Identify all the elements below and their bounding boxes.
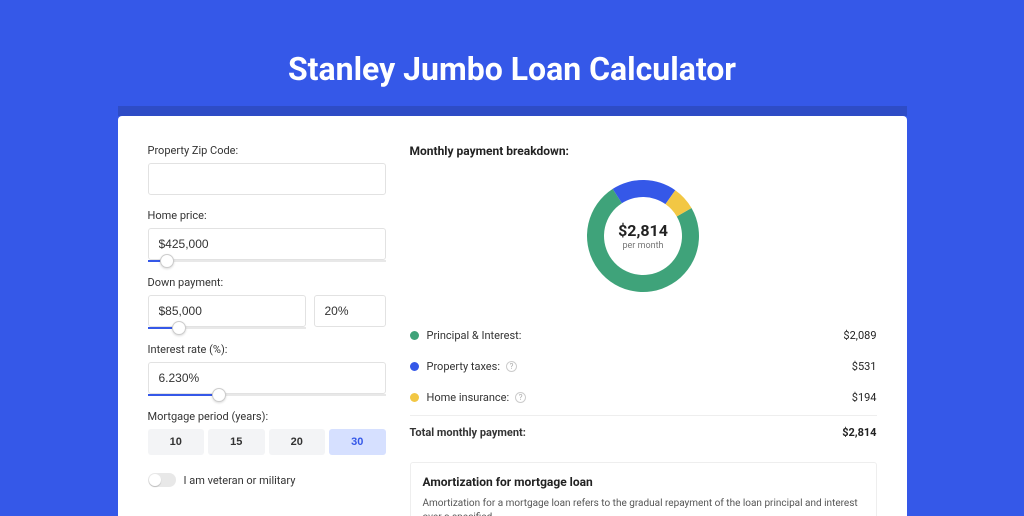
donut-sub: per month xyxy=(622,241,663,251)
period-button-20[interactable]: 20 xyxy=(269,429,326,455)
breakdown-panel: Monthly payment breakdown: $2,814 per mo… xyxy=(410,144,877,516)
rate-input[interactable] xyxy=(148,362,386,394)
slider-thumb[interactable] xyxy=(172,321,186,335)
form-panel: Property Zip Code: Home price: Down paym… xyxy=(148,144,386,516)
breakdown-value: $194 xyxy=(852,391,877,404)
down-payment-input[interactable] xyxy=(148,295,306,327)
page-title: Stanley Jumbo Loan Calculator xyxy=(0,50,1024,88)
donut-wrap: $2,814 per month xyxy=(410,168,877,310)
legend-dot xyxy=(410,393,419,402)
amortization-title: Amortization for mortgage loan xyxy=(423,475,864,489)
down-payment-slider[interactable] xyxy=(148,327,306,329)
donut-amount: $2,814 xyxy=(618,221,668,240)
field-home-price: Home price: xyxy=(148,209,386,262)
down-payment-label: Down payment: xyxy=(148,276,386,289)
period-button-10[interactable]: 10 xyxy=(148,429,205,455)
veteran-label: I am veteran or military xyxy=(184,474,296,487)
breakdown-row: Home insurance:? $194 xyxy=(410,382,877,413)
home-price-slider[interactable] xyxy=(148,260,386,262)
amortization-body: Amortization for a mortgage loan refers … xyxy=(423,497,864,516)
zip-input[interactable] xyxy=(148,163,386,195)
calculator-card: Property Zip Code: Home price: Down paym… xyxy=(118,116,907,516)
down-payment-pct-input[interactable] xyxy=(314,295,386,327)
total-value: $2,814 xyxy=(842,426,876,439)
legend-dot xyxy=(410,362,419,371)
zip-label: Property Zip Code: xyxy=(148,144,386,157)
breakdown-value: $531 xyxy=(852,360,877,373)
slider-thumb[interactable] xyxy=(212,388,226,402)
info-icon[interactable]: ? xyxy=(515,392,526,403)
breakdown-label: Property taxes: xyxy=(427,360,500,373)
field-zip: Property Zip Code: xyxy=(148,144,386,195)
total-label: Total monthly payment: xyxy=(410,426,526,439)
period-button-15[interactable]: 15 xyxy=(208,429,265,455)
period-button-30[interactable]: 30 xyxy=(329,429,386,455)
breakdown-row: Property taxes:? $531 xyxy=(410,351,877,382)
veteran-row: I am veteran or military xyxy=(148,473,386,487)
home-price-label: Home price: xyxy=(148,209,386,222)
breakdown-label: Home insurance: xyxy=(427,391,510,404)
breakdown-row: Principal & Interest: $2,089 xyxy=(410,320,877,351)
info-icon[interactable]: ? xyxy=(506,361,517,372)
veteran-toggle[interactable] xyxy=(148,473,176,487)
breakdown-total-row: Total monthly payment: $2,814 xyxy=(410,415,877,448)
breakdown-value: $2,089 xyxy=(843,329,876,342)
page-root: Stanley Jumbo Loan Calculator Property Z… xyxy=(0,0,1024,512)
title-underline xyxy=(118,106,907,116)
period-label: Mortgage period (years): xyxy=(148,410,386,423)
field-period: Mortgage period (years): 10152030 xyxy=(148,410,386,455)
breakdown-list: Principal & Interest: $2,089 Property taxe… xyxy=(410,320,877,448)
breakdown-label: Principal & Interest: xyxy=(427,329,522,342)
amortization-card: Amortization for mortgage loan Amortizat… xyxy=(410,462,877,516)
rate-slider[interactable] xyxy=(148,394,386,396)
field-rate: Interest rate (%): xyxy=(148,343,386,396)
slider-thumb[interactable] xyxy=(160,254,174,268)
breakdown-title: Monthly payment breakdown: xyxy=(410,144,877,158)
donut-chart: $2,814 per month xyxy=(581,174,705,298)
donut-center: $2,814 per month xyxy=(581,174,705,298)
rate-label: Interest rate (%): xyxy=(148,343,386,356)
home-price-input[interactable] xyxy=(148,228,386,260)
legend-dot xyxy=(410,331,419,340)
field-down-payment: Down payment: xyxy=(148,276,386,329)
